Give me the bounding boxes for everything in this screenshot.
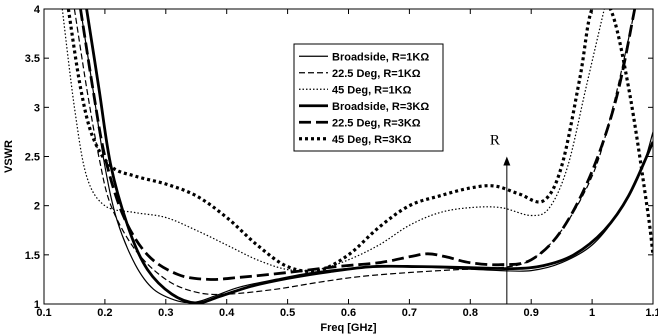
series-line-5 [79, 9, 637, 281]
x-tick-label: 0.8 [463, 307, 478, 319]
y-axis-label: VSWR [3, 140, 15, 173]
annotation-layer: R [490, 133, 511, 304]
legend-label-6: 45 Deg, R=3KΩ [332, 134, 412, 146]
x-tick-label: 0.2 [97, 307, 112, 319]
legend-label-2: 22.5 Deg, R=1KΩ [332, 68, 421, 80]
legend-label-1: Broadside, R=1KΩ [332, 51, 429, 63]
legend-label-4: Broadside, R=3KΩ [332, 101, 429, 113]
legend-box [293, 43, 444, 152]
series-line-1 [79, 9, 653, 304]
x-tick-label: 0.6 [341, 307, 356, 319]
x-tick-label: 0.1 [36, 307, 51, 319]
x-tick-label: 0.3 [158, 307, 173, 319]
y-tick-label: 2.5 [25, 152, 40, 164]
annotation-label: R [490, 133, 500, 149]
x-tick-label: 0.9 [524, 307, 539, 319]
y-tick-label: 1 [34, 299, 40, 311]
legend-label-3: 45 Deg, R=1KΩ [332, 84, 412, 96]
x-axis-label: Freq [GHz] [320, 322, 377, 334]
y-tick-label: 2 [34, 201, 40, 213]
legend-label-5: 22.5 Deg, R=3KΩ [332, 117, 421, 129]
x-tick-label: 1 [589, 307, 595, 319]
annotation-arrowhead [503, 156, 511, 166]
x-tick-label: 0.7 [402, 307, 417, 319]
legend: Broadside, R=1KΩ 22.5 Deg, R=1KΩ 45 Deg, R… [293, 43, 444, 152]
x-tick-label: 0.5 [280, 307, 295, 319]
y-tick-label: 3 [34, 102, 40, 114]
ticks-layer: 0.1 0.2 0.3 0.4 0.5 0.6 0.7 0.8 0.9 1 1.1 1 1.5 2 2.5 3… [25, 4, 658, 319]
y-tick-label: 4 [34, 4, 41, 16]
x-tick-label: 1.1 [645, 307, 658, 319]
y-tick-label: 1.5 [25, 250, 40, 262]
y-tick-label: 3.5 [25, 53, 40, 65]
series-layer [61, 9, 653, 304]
series-line-3 [61, 9, 605, 272]
x-tick-label: 0.4 [219, 307, 235, 319]
series-line-2 [73, 9, 636, 296]
